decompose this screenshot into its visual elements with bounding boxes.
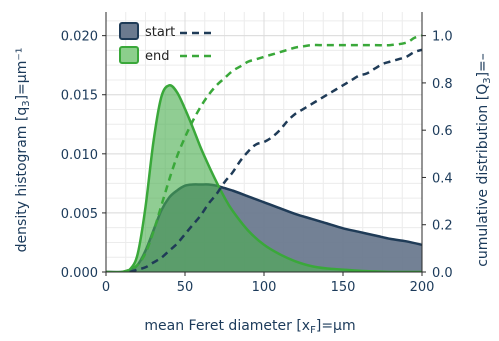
density-area-end <box>106 85 422 272</box>
legend-label-start: start <box>145 25 175 40</box>
x-tick-label: 50 <box>177 280 194 295</box>
x-tick-label: 150 <box>331 280 356 295</box>
x-tick-label: 100 <box>252 280 277 295</box>
y-left-tick-label: 0.020 <box>61 30 98 45</box>
x-axis-label: mean Feret diameter [xF]=µm <box>144 318 355 336</box>
y-right-tick-label: 0.8 <box>432 77 453 92</box>
legend: start end <box>119 22 214 64</box>
y-axis-left-label: density histogram [q3]=µm⁻¹ <box>14 48 32 253</box>
y-left-tick-label: 0.015 <box>61 89 98 104</box>
y-left-tick-label: 0.005 <box>61 207 98 222</box>
cumulative-line-start <box>129 48 422 272</box>
density-layer <box>106 83 422 272</box>
y-left-tick-label: 0.010 <box>61 148 98 163</box>
ticks: 0 50 100 150 200 0.000 0.005 0.010 0.015 0.020 0.0… <box>61 30 453 295</box>
legend-swatch-end <box>119 46 139 64</box>
y-right-tick-label: 0.0 <box>432 266 453 281</box>
legend-swatch-start <box>119 22 139 40</box>
x-tick-label: 200 <box>410 280 435 295</box>
y-right-tick-label: 0.4 <box>432 171 453 186</box>
y-right-tick-label: 0.2 <box>432 219 453 234</box>
x-tick-label: 0 <box>102 280 110 295</box>
y-right-tick-label: 1.0 <box>432 30 453 45</box>
cumulative-layer <box>121 34 422 272</box>
y-axis-right-label: cumulative distribution [Q3]=– <box>475 53 493 267</box>
y-right-tick-label: 0.6 <box>432 124 453 139</box>
legend-label-end: end <box>145 49 170 64</box>
y-left-tick-label: 0.000 <box>61 266 98 281</box>
